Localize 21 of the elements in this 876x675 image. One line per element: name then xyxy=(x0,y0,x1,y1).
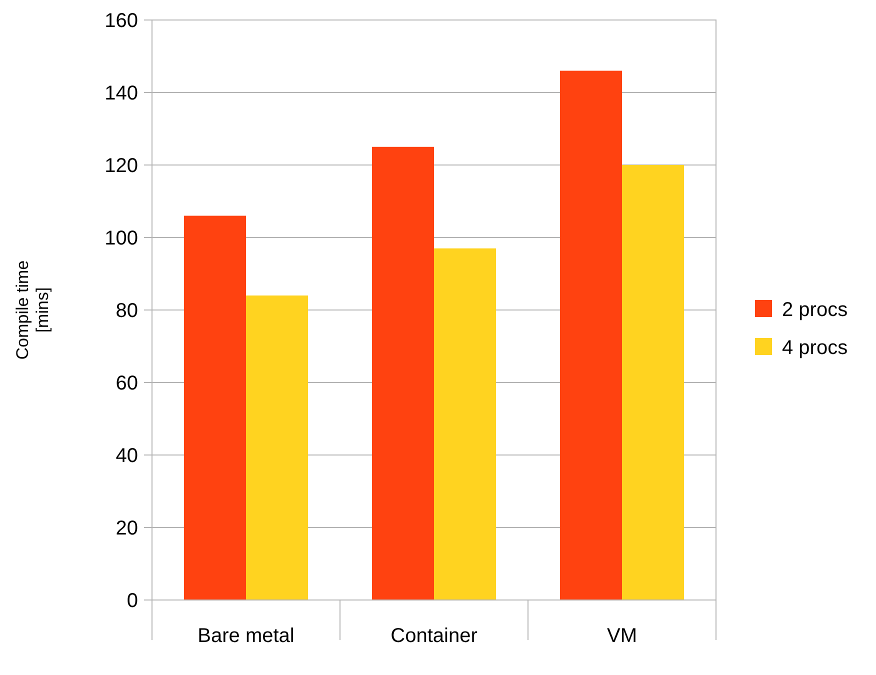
y-tick-label: 80 xyxy=(116,300,138,322)
legend-label: 2 procs xyxy=(782,299,848,321)
y-tick-label: 160 xyxy=(104,10,138,32)
y-tick-label: 120 xyxy=(104,155,138,177)
y-tick-label: 20 xyxy=(116,518,138,540)
y-tick-label: 0 xyxy=(126,590,138,612)
y-tick-label: 60 xyxy=(116,372,138,394)
bar xyxy=(622,165,684,600)
y-axis-title: Compile time [mins] xyxy=(12,260,52,360)
legend-label: 4 procs xyxy=(782,337,848,359)
bar xyxy=(434,248,496,600)
x-tick-label: Bare metal xyxy=(198,625,294,647)
bar xyxy=(372,146,434,600)
bar xyxy=(246,296,308,600)
y-tick-label: 40 xyxy=(116,445,138,467)
bar xyxy=(184,216,246,600)
y-tick-label: 100 xyxy=(104,228,138,250)
y-tick-label: 140 xyxy=(104,82,138,104)
bar xyxy=(560,70,622,600)
x-tick-label: VM xyxy=(607,625,637,647)
x-tick-label: Container xyxy=(390,625,478,647)
